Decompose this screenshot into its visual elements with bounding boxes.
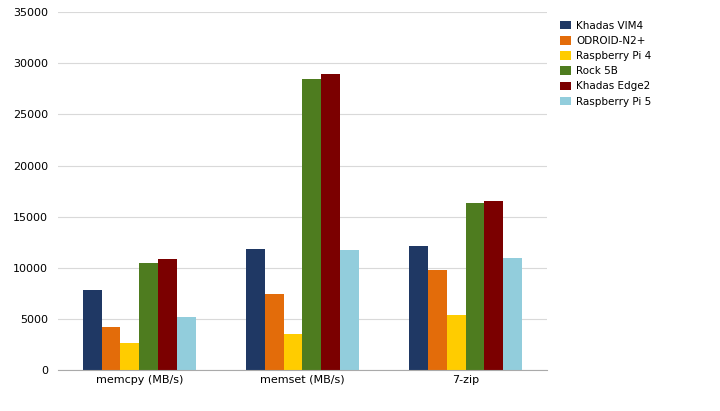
Bar [246,249,265,370]
Bar [83,290,102,370]
Bar [321,74,340,370]
Bar [302,79,321,370]
Bar [409,246,428,370]
Bar [284,334,302,370]
Bar [158,259,176,370]
Bar [120,343,139,370]
Bar [265,294,284,370]
Bar [466,203,485,370]
Bar [176,317,196,370]
Bar [139,263,158,370]
Bar [102,327,120,370]
Bar [447,315,466,370]
Bar [485,201,503,370]
Bar [503,258,522,370]
Bar [340,250,359,370]
Bar [428,270,447,370]
Legend: Khadas VIM4, ODROID-N2+, Raspberry Pi 4, Rock 5B, Khadas Edge2, Raspberry Pi 5: Khadas VIM4, ODROID-N2+, Raspberry Pi 4,… [557,18,654,110]
